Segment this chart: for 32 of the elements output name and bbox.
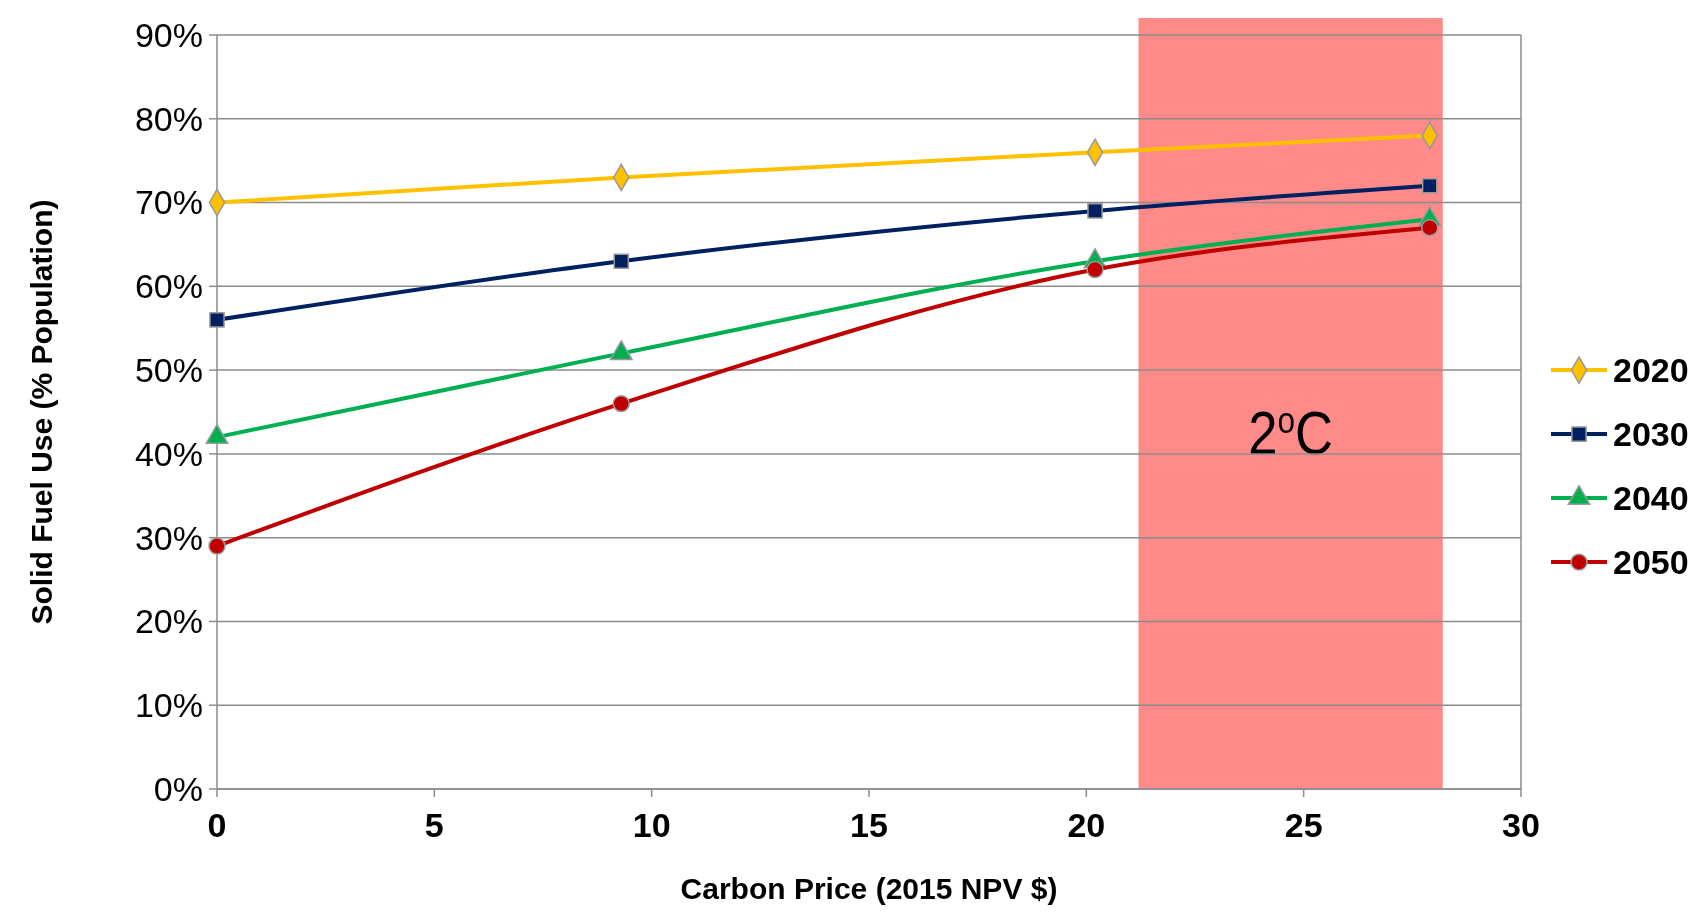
y-tick-label: 0%	[153, 769, 203, 808]
legend-label: 2030	[1613, 415, 1689, 454]
point	[1420, 218, 1439, 237]
x-tick-label: 25	[1284, 806, 1323, 844]
y-tick-label: 40%	[134, 434, 203, 473]
y-tick-label: 70%	[134, 183, 203, 222]
point	[208, 537, 226, 555]
x-tick-label: 10	[632, 806, 671, 844]
x-tick-label: 20	[1067, 806, 1106, 844]
y-tick-label: 60%	[134, 267, 203, 306]
x-axis-title: Carbon Price (2015 NPV $)	[680, 872, 1058, 905]
x-tick-label: 0	[207, 806, 227, 844]
x-tick-label: 5	[424, 806, 444, 844]
point	[209, 312, 225, 328]
point	[612, 394, 630, 413]
band-label: 2$^{o}$C	[1248, 397, 1334, 467]
y-tick-label: 80%	[134, 99, 203, 138]
x-tick-label: 30	[1502, 806, 1540, 844]
point	[1086, 260, 1104, 279]
x-tick-label: 15	[850, 806, 888, 844]
point	[1421, 177, 1438, 194]
y-tick-label: 50%	[134, 351, 203, 390]
legend-label: 2020	[1613, 351, 1689, 390]
y-tick-label: 90%	[134, 15, 203, 54]
y-axis-title: Solid Fuel Use (% Population)	[25, 199, 58, 625]
point	[1087, 203, 1103, 219]
legend-label: 2050	[1613, 543, 1689, 582]
y-tick-label: 20%	[134, 602, 203, 641]
y-tick-label: 10%	[134, 686, 203, 725]
point	[613, 253, 630, 270]
legend-label: 2040	[1613, 479, 1689, 518]
y-tick-label: 30%	[134, 518, 203, 557]
